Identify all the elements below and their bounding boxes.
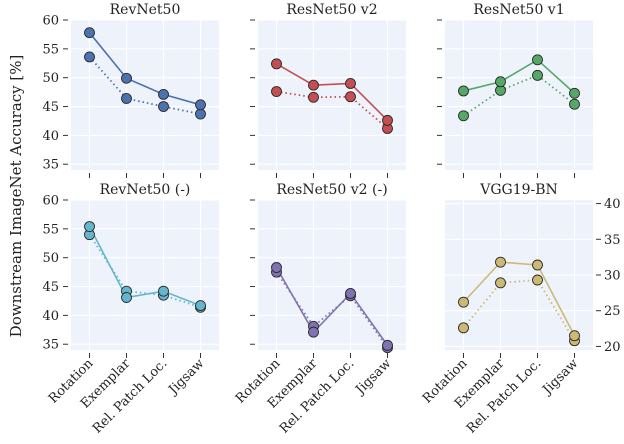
data-point <box>195 99 206 111</box>
data-point <box>458 322 469 334</box>
y-axis-label: Downstream ImageNet Accuracy [%] <box>7 55 25 338</box>
y-tick-label: 50 <box>42 251 59 266</box>
data-point <box>195 108 206 120</box>
data-point <box>84 221 95 232</box>
y-tick-label: 30 <box>604 269 621 284</box>
y-tick-label: 35 <box>42 338 59 353</box>
data-point <box>495 76 506 88</box>
y-tick-label: 20 <box>604 340 621 355</box>
plot-background <box>258 200 406 350</box>
y-tick-label: 40 <box>42 129 59 144</box>
panel-title: ResNet50 v2 <box>286 2 377 18</box>
series-line-solid <box>276 63 389 121</box>
panel-title: ResNet50 v1 <box>473 2 564 18</box>
plot-background <box>71 20 219 170</box>
data-point <box>121 292 132 303</box>
data-point <box>308 79 319 91</box>
data-point <box>532 69 543 81</box>
series-line-dotted <box>462 74 576 117</box>
data-point <box>458 85 469 97</box>
panel-title: RevNet50 (-) <box>100 182 191 198</box>
x-tick-label: Jigsaw <box>165 356 208 399</box>
data-point <box>84 27 95 39</box>
y-tick-label: 55 <box>42 42 59 57</box>
data-point <box>532 54 543 66</box>
panel-title: ResNet50 v2 (-) <box>276 182 387 198</box>
y-tick-label: 35 <box>604 233 621 248</box>
y-tick-label: 45 <box>42 100 59 115</box>
y-tick-label: 60 <box>42 14 59 29</box>
y-tick-label: 40 <box>604 197 621 212</box>
data-point <box>195 300 206 312</box>
data-point <box>158 88 169 100</box>
x-tick-label: Jigsaw <box>539 356 582 399</box>
data-point <box>569 98 580 110</box>
data-point <box>308 326 319 338</box>
data-point <box>121 93 132 104</box>
series-line-solid <box>88 226 201 307</box>
plot-background <box>258 20 406 170</box>
series-line-solid <box>275 267 389 346</box>
data-point <box>158 101 169 112</box>
panel-title: RevNet50 <box>110 2 181 18</box>
y-tick-label: 25 <box>604 304 621 319</box>
panel-revnet50: RevNet50 (-)354045505560RotationExemplar… <box>42 182 219 437</box>
plot-background <box>71 200 219 350</box>
series-line-dotted <box>462 279 576 342</box>
data-point <box>532 259 543 271</box>
series-line-solid <box>462 261 576 337</box>
panel-resnet50-v1: ResNet50 v1 <box>437 2 593 178</box>
y-tick-label: 40 <box>42 309 59 324</box>
panel-revnet50: RevNet50 35 40 45 50 55 60 <box>42 2 219 178</box>
series-line-dotted <box>88 234 201 309</box>
data-point <box>84 51 95 63</box>
data-point <box>495 277 506 289</box>
data-point <box>382 339 393 351</box>
y-tick-label: 50 <box>42 71 59 86</box>
data-point <box>345 78 356 89</box>
data-point <box>121 72 132 84</box>
data-point <box>271 262 282 273</box>
data-point <box>532 274 543 286</box>
data-point <box>458 110 469 122</box>
data-point <box>158 285 169 297</box>
data-point <box>308 91 319 103</box>
data-point <box>271 58 282 70</box>
series-line-dotted <box>88 56 201 115</box>
series-line-solid <box>463 58 576 94</box>
data-point <box>382 114 393 126</box>
data-point <box>495 256 506 268</box>
y-tick-label: 45 <box>42 280 59 295</box>
y-tick-label: 60 <box>42 194 59 209</box>
y-tick-label: 55 <box>42 222 59 237</box>
data-point <box>458 296 469 308</box>
y-tick-label: 35 <box>42 158 59 173</box>
data-point <box>345 91 356 103</box>
panel-resnet50-v2: ResNet50 v2 <box>250 2 406 178</box>
series-line-solid <box>88 32 201 106</box>
series-line-dotted <box>276 90 389 130</box>
plot-background <box>445 20 593 170</box>
data-point <box>345 288 356 299</box>
data-point <box>569 87 580 99</box>
x-tick-label: Jigsaw <box>352 356 395 399</box>
panel-title: VGG19-BN <box>479 182 558 198</box>
data-point <box>271 86 282 97</box>
data-point <box>569 330 580 342</box>
